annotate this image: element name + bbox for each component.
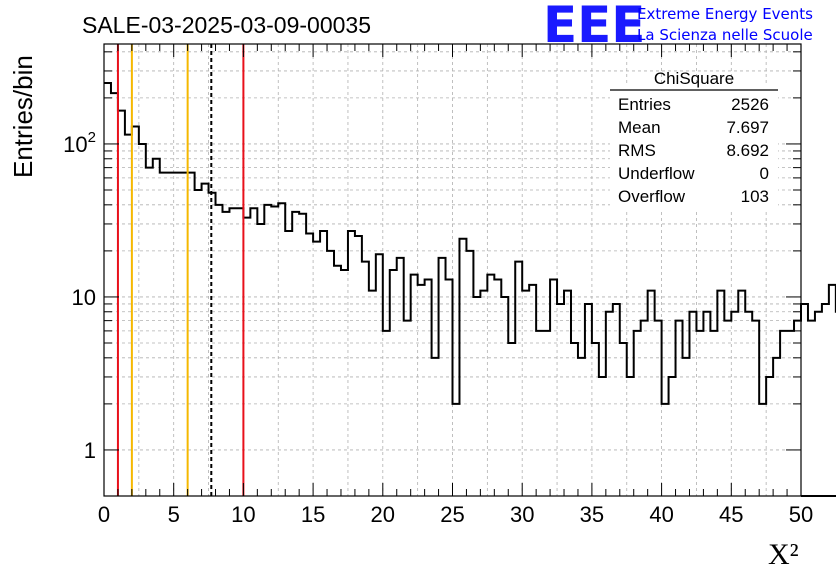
x-tick-label: 25 <box>440 502 464 527</box>
stats-box-name: ChiSquare <box>654 69 734 88</box>
y-tick-label: 102 <box>63 129 96 157</box>
stats-value-underflow: 0 <box>760 164 769 183</box>
stats-value-entries: 2526 <box>731 95 769 114</box>
x-tick-label: 35 <box>580 502 604 527</box>
stats-label-entries: Entries <box>618 95 671 114</box>
y-tick-label: 1 <box>84 438 96 463</box>
stats-value-mean: 7.697 <box>726 118 769 137</box>
stats-rows: Entries 2526 Mean 7.697 RMS 8.692 Underflow 0 Ov… <box>618 95 769 206</box>
histogram-series <box>104 82 836 497</box>
x-axis-title: X² <box>768 538 799 571</box>
vertical-lines-layer <box>116 44 245 496</box>
x-tick-label: 5 <box>168 502 180 527</box>
stats-box: ChiSquare Entries 2526 Mean 7.697 RMS 8.692 Un… <box>610 69 778 210</box>
stats-value-rms: 8.692 <box>726 141 769 160</box>
y-axis-title: Entries/bin <box>8 55 38 178</box>
x-tick-label: 0 <box>98 502 110 527</box>
x-tick-label: 15 <box>301 502 325 527</box>
x-tick-label: 40 <box>649 502 673 527</box>
stats-box-background <box>610 86 778 210</box>
eee-logo-line1: Extreme Energy Events <box>637 5 813 23</box>
eee-logo-mark: EEE <box>543 0 645 54</box>
x-tick-label: 50 <box>789 502 813 527</box>
eee-logo-line2: La Scienza nelle Scuole <box>637 26 813 44</box>
x-tick-label: 30 <box>510 502 534 527</box>
x-tick-label: 20 <box>371 502 395 527</box>
y-tick-label: 10 <box>72 285 96 310</box>
stats-label-rms: RMS <box>618 141 656 160</box>
x-tick-label: 10 <box>231 502 255 527</box>
stats-label-underflow: Underflow <box>618 164 695 183</box>
stats-value-overflow: 103 <box>741 187 769 206</box>
eee-logo: EEE Extreme Energy Events La Scienza nel… <box>543 0 813 54</box>
histogram-layer <box>104 82 836 497</box>
chart-title: SALE-03-2025-03-09-00035 <box>82 12 371 38</box>
stats-label-mean: Mean <box>618 118 661 137</box>
stats-label-overflow: Overflow <box>618 187 686 206</box>
axis-ticks-layer: 0 5 10 15 20 25 30 35 40 45 50 1 10 102 <box>63 44 813 527</box>
x-tick-label: 45 <box>719 502 743 527</box>
